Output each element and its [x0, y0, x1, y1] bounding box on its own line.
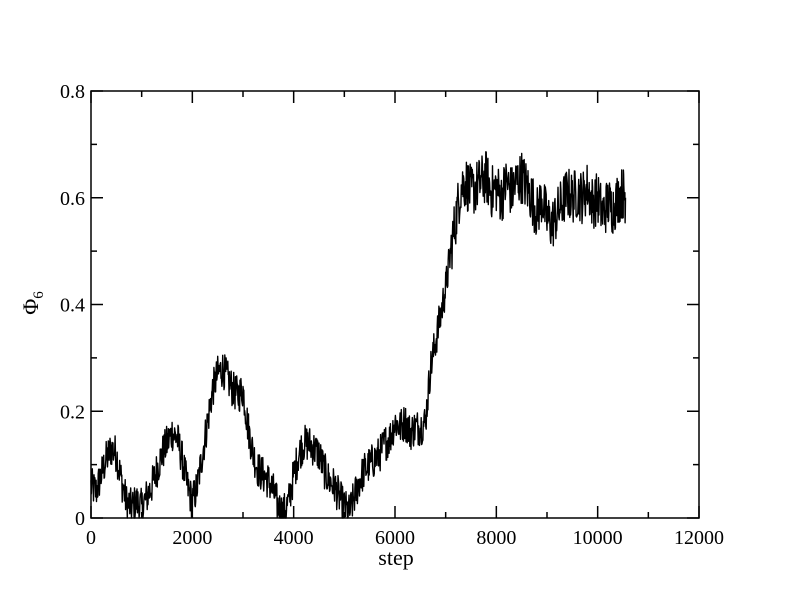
x-axis-label: step: [378, 545, 413, 570]
x-tick-label: 10000: [573, 527, 623, 549]
x-tick-label: 8000: [476, 527, 516, 549]
ticks: [90, 90, 700, 519]
y-axis-label: Φ6: [18, 291, 47, 315]
series-line: [90, 151, 627, 519]
y-tick-label: 0.6: [60, 188, 85, 210]
x-tick-label: 2000: [172, 527, 212, 549]
tick-labels: 0 2000 4000 6000 8000 10000 12000 0 0.2 0.4 0.6 0.8: [60, 81, 724, 549]
y-axis-label-main: Φ: [18, 299, 43, 315]
x-tick-label: 0: [86, 527, 96, 549]
y-tick-label: 0.8: [60, 81, 85, 103]
x-tick-label: 6000: [375, 527, 415, 549]
x-tick-label: 4000: [274, 527, 314, 549]
y-tick-label: 0: [75, 508, 85, 530]
y-tick-label: 0.4: [60, 295, 85, 317]
x-tick-label: 12000: [674, 527, 724, 549]
y-tick-label: 0.2: [60, 401, 85, 423]
y-axis-label-sub: 6: [31, 291, 47, 299]
